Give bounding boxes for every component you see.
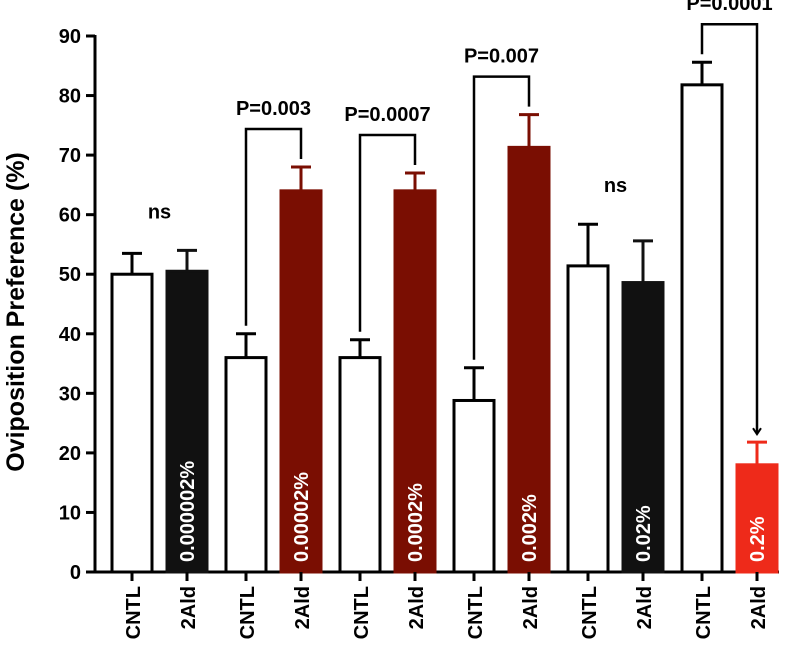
x-tick-label: CNTL	[693, 586, 715, 639]
bar-concentration-label: 0.02%	[633, 505, 655, 562]
y-axis-label: Oviposition Preference (%)	[2, 152, 30, 472]
bar	[279, 189, 323, 574]
bar	[621, 281, 665, 574]
x-tick-label: CNTL	[465, 586, 487, 639]
y-tick-label: 70	[59, 145, 81, 167]
significance-label: ns	[604, 175, 627, 197]
y-tick-label: 60	[59, 205, 81, 227]
y-tick-label: 40	[59, 324, 81, 346]
y-tick-label: 50	[59, 264, 81, 286]
y-tick-label: 80	[59, 86, 81, 108]
significance-bracket	[700, 22, 759, 435]
x-tick-label: 2Ald	[406, 586, 428, 629]
y-tick-label: 90	[59, 26, 81, 48]
x-tick-label: 2Ald	[748, 586, 770, 629]
significance-arrow	[752, 427, 762, 436]
bar-concentration-label: 0.000002%	[177, 461, 199, 562]
significance-label: P=0.0001	[686, 0, 772, 15]
bar	[452, 398, 496, 574]
x-tick-label: 2Ald	[292, 586, 314, 629]
y-tick-label: 0	[70, 562, 81, 584]
x-tick-label: 2Ald	[634, 586, 656, 629]
bar	[393, 189, 437, 574]
bar	[224, 356, 268, 574]
significance-label: P=0.0007	[344, 104, 430, 126]
bar	[338, 356, 382, 574]
bar	[566, 264, 610, 574]
bar-concentration-label: 0.00002%	[291, 472, 313, 562]
significance-label: P=0.003	[236, 98, 311, 120]
x-tick-label: CNTL	[579, 586, 601, 639]
significance-bracket	[244, 127, 303, 326]
bar-concentration-label: 0.0002%	[405, 483, 427, 562]
significance-label: P=0.007	[464, 46, 539, 68]
bar	[110, 272, 154, 574]
x-tick-label: 2Ald	[178, 586, 200, 629]
y-tick-label: 30	[59, 383, 81, 405]
x-tick-label: CNTL	[351, 586, 373, 639]
y-tick-label: 10	[59, 502, 81, 524]
x-tick-label: CNTL	[123, 586, 145, 639]
bar-concentration-label: 0.2%	[747, 516, 769, 562]
significance-label: ns	[148, 201, 171, 223]
bar-concentration-label: 0.002%	[519, 494, 541, 562]
y-tick-label: 20	[59, 443, 81, 465]
bar	[680, 83, 724, 574]
significance-bracket	[358, 133, 417, 332]
bar	[735, 463, 779, 574]
significance-bracket	[472, 75, 531, 360]
x-tick-label: CNTL	[237, 586, 259, 639]
x-tick-label: 2Ald	[520, 586, 542, 629]
